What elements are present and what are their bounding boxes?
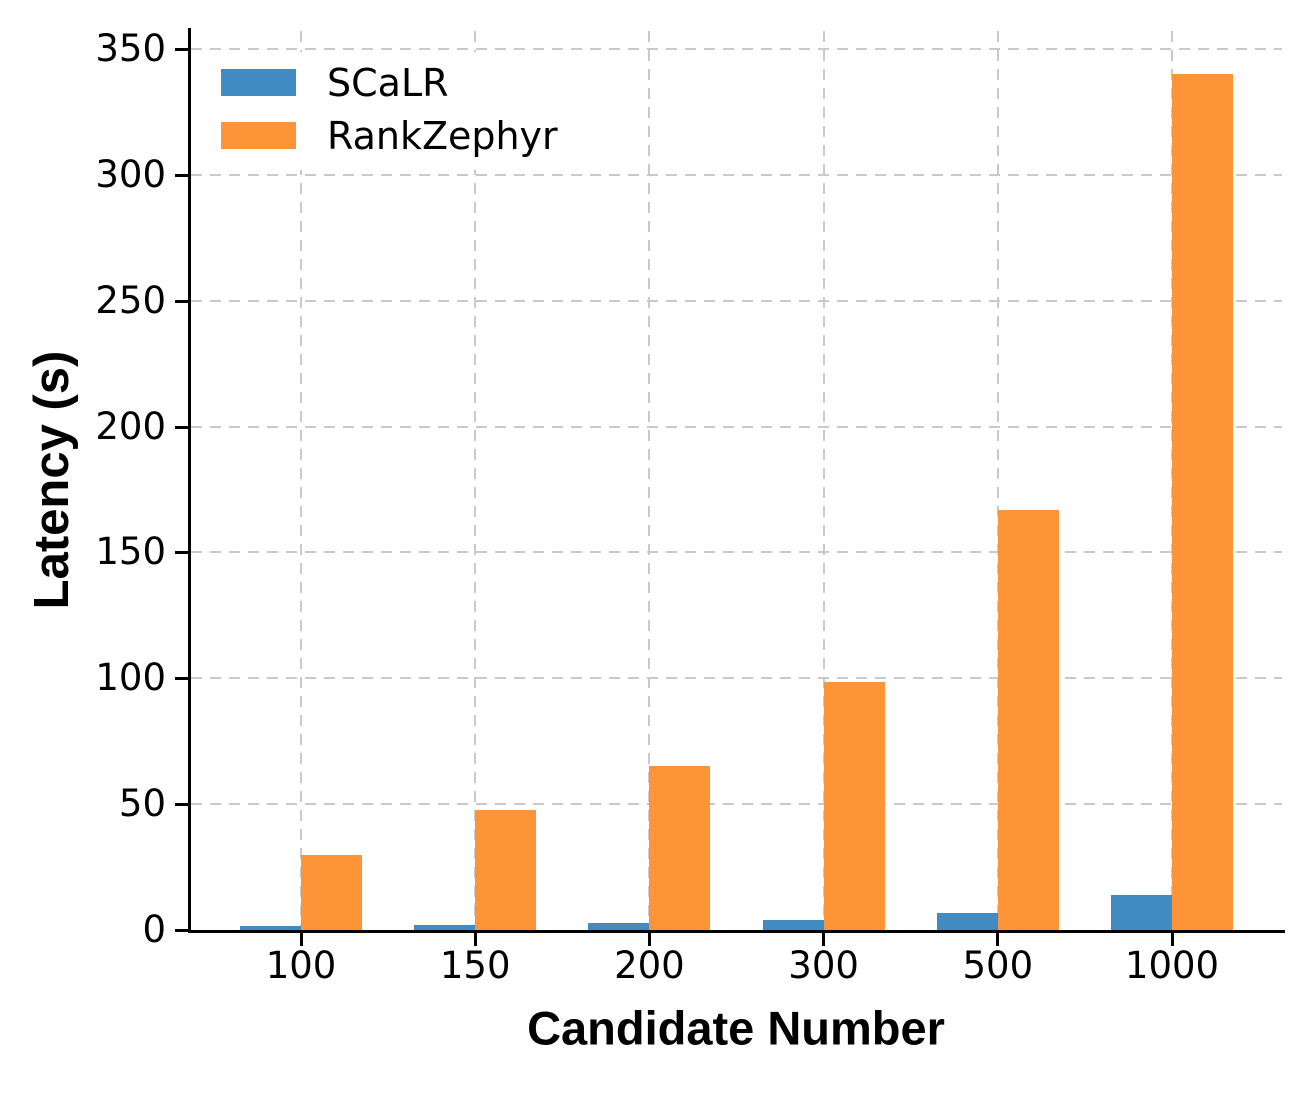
h-gridline-100: [191, 677, 1282, 680]
y-tick-mark-50: [175, 803, 188, 807]
bar-scalr-100: [240, 926, 301, 930]
y-axis-spine: [188, 28, 191, 933]
bar-rankzephyr-300: [823, 682, 885, 930]
x-tick-mark-500: [996, 933, 1000, 946]
x-tick-label-150: 150: [439, 944, 511, 987]
x-tick-label-300: 300: [788, 944, 859, 987]
y-tick-label-350: 350: [95, 27, 166, 70]
x-tick-label-100: 100: [265, 944, 337, 987]
x-tick-label-200: 200: [614, 944, 685, 987]
y-tick-mark-350: [175, 48, 188, 51]
y-tick-mark-250: [175, 299, 188, 303]
x-tick-mark-300: [822, 933, 826, 946]
y-tick-mark-200: [175, 425, 188, 429]
bar-scalr-1000: [1111, 895, 1172, 930]
legend-label-rankzephyr: RankZephyr: [327, 113, 558, 158]
h-gridline-250: [191, 299, 1282, 302]
y-tick-mark-300: [175, 173, 188, 177]
y-tick-label-150: 150: [95, 530, 166, 574]
y-tick-label-50: 50: [118, 782, 166, 826]
bar-rankzephyr-500: [997, 509, 1059, 930]
x-tick-mark-150: [473, 933, 477, 946]
h-gridline-200: [191, 425, 1282, 428]
legend-row-rankzephyr: RankZephyr: [221, 109, 558, 162]
bar-scalr-500: [936, 912, 998, 930]
legend-swatch-rankzephyr: [221, 122, 296, 149]
y-tick-label-0: 0: [142, 908, 166, 951]
legend-swatch-scalr: [221, 69, 296, 96]
v-gridline-500: [996, 31, 999, 930]
v-gridline-200: [648, 31, 651, 930]
y-tick-label-100: 100: [95, 656, 166, 700]
v-gridline-100: [300, 31, 302, 930]
y-tick-label-250: 250: [95, 278, 166, 322]
h-gridline-150: [191, 551, 1282, 554]
y-tick-mark-0: [175, 929, 188, 932]
h-gridline-300: [191, 173, 1282, 176]
y-tick-label-300: 300: [95, 152, 166, 196]
legend: SCaLR RankZephyr: [205, 52, 600, 170]
plot-area: [191, 31, 1282, 930]
legend-row-scalr: SCaLR: [221, 56, 558, 109]
legend-label-scalr: SCaLR: [327, 60, 449, 105]
bar-rankzephyr-200: [649, 766, 711, 930]
bar-scalr-150: [414, 924, 476, 930]
y-tick-mark-150: [175, 551, 188, 555]
bar-scalr-200: [588, 922, 650, 930]
y-tick-mark-100: [175, 677, 188, 681]
x-tick-mark-1000: [1170, 933, 1174, 946]
h-gridline-50: [191, 803, 1282, 806]
x-axis-spine: [188, 930, 1285, 933]
y-tick-label-200: 200: [95, 404, 166, 448]
x-tick-label-500: 500: [962, 944, 1034, 987]
x-tick-mark-200: [647, 933, 651, 946]
v-gridline-150: [474, 31, 477, 930]
bar-rankzephyr-150: [475, 810, 537, 930]
x-tick-label-1000: 1000: [1124, 944, 1220, 987]
bar-rankzephyr-1000: [1172, 74, 1233, 930]
h-gridline-350: [191, 48, 1282, 50]
bar-scalr-300: [762, 919, 824, 930]
v-gridline-300: [822, 31, 825, 930]
x-axis-label: Candidate Number: [527, 1001, 945, 1055]
bar-rankzephyr-100: [301, 854, 362, 930]
x-tick-mark-100: [299, 933, 303, 946]
